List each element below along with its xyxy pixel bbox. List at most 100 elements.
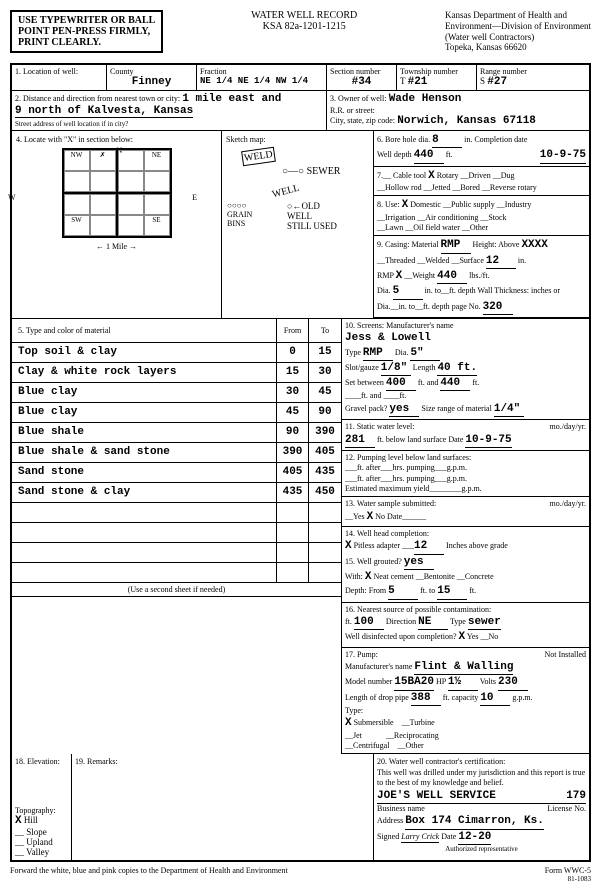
township-value: #21 bbox=[408, 76, 428, 88]
footer-left: Forward the white, blue and pink copies … bbox=[10, 866, 288, 875]
agency-l2: Environment—Division of Environment bbox=[445, 21, 591, 32]
mat-name: Blue clay bbox=[12, 383, 277, 402]
mat-from: 45 bbox=[277, 403, 309, 422]
material-row: Blue clay4590 bbox=[12, 403, 341, 423]
mat-name bbox=[12, 503, 277, 522]
material-row: Top soil & clay015 bbox=[12, 343, 341, 363]
addr-value: 9 north of Kalvesta, Kansas bbox=[15, 105, 193, 118]
mat-from: 390 bbox=[277, 443, 309, 462]
footer: Forward the white, blue and pink copies … bbox=[10, 866, 591, 875]
sketch-old: ○←OLD WELL STILL USED bbox=[287, 201, 337, 231]
county-label: County bbox=[110, 67, 193, 76]
mat-to bbox=[309, 523, 341, 542]
item-11: 11. Static water level: mo./day/yr. 281 … bbox=[342, 420, 589, 451]
sketch-sewer: ○—○ SEWER bbox=[282, 166, 340, 177]
q-sw: SW bbox=[64, 215, 90, 236]
mat-name: Top soil & clay bbox=[12, 343, 277, 362]
elev-label: 18. Elevation: bbox=[15, 757, 68, 766]
cert-signature: Larry Crick bbox=[401, 832, 439, 843]
cert-addr: Box 174 Cimarron, Ks. bbox=[405, 814, 544, 829]
item-8: 8. Use: X Domestic __Public supply __Ind… bbox=[374, 196, 589, 236]
row-location: 1. Location of well: County Finney Fract… bbox=[12, 65, 589, 91]
range-label: Range number bbox=[480, 67, 586, 76]
mat-to bbox=[309, 543, 341, 562]
agency-l3: (Water well Contractors) bbox=[445, 32, 591, 43]
mat-to: 30 bbox=[309, 363, 341, 382]
addr-label: Street address of well location if in ci… bbox=[15, 120, 128, 128]
mat-from bbox=[277, 543, 309, 562]
cert-label: 20. Water well contractor's certificatio… bbox=[377, 757, 586, 767]
item-9: 9. Casing: Material RMP Height: Above XX… bbox=[374, 236, 589, 317]
mat-to: 435 bbox=[309, 463, 341, 482]
mat-to: 390 bbox=[309, 423, 341, 442]
item-7: 7.__ Cable tool X Rotary __Driven __Dug … bbox=[374, 167, 589, 197]
mat-from: 405 bbox=[277, 463, 309, 482]
mat-header: 5. Type and color of material bbox=[12, 319, 277, 342]
title-line1: WATER WELL RECORD bbox=[251, 10, 357, 21]
main-form: 1. Location of well: County Finney Fract… bbox=[10, 63, 591, 862]
city-label: City, state, zip code: bbox=[330, 116, 395, 125]
mat-from bbox=[277, 563, 309, 582]
mat-to bbox=[309, 503, 341, 522]
mat-name: Sand stone bbox=[12, 463, 277, 482]
section-label: Section number bbox=[330, 67, 393, 76]
material-row: Sand stone & clay435450 bbox=[12, 483, 341, 503]
section-value: #34 bbox=[330, 76, 393, 88]
material-row: Blue shale & sand stone390405 bbox=[12, 443, 341, 463]
cert-biz: JOE'S WELL SERVICE bbox=[377, 790, 496, 802]
elevation-box: 18. Elevation: Topography: X Hill __ Slo… bbox=[12, 754, 72, 860]
q-nw: NW bbox=[64, 150, 90, 171]
agency-l4: Topeka, Kansas 66620 bbox=[445, 42, 591, 53]
township-t: T bbox=[400, 76, 405, 86]
agency-block: Kansas Department of Health and Environm… bbox=[445, 10, 591, 53]
remarks-label: 19. Remarks: bbox=[75, 757, 370, 766]
material-row bbox=[12, 523, 341, 543]
compass-w: W bbox=[8, 193, 16, 202]
mat-name: Blue clay bbox=[12, 403, 277, 422]
material-row: Blue shale90390 bbox=[12, 423, 341, 443]
mat-name: Sand stone & clay bbox=[12, 483, 277, 502]
rr-label: R.R. or street: bbox=[330, 106, 375, 115]
location-grid-box: 4. Locate with "X" in section below: N N… bbox=[12, 131, 222, 318]
material-row bbox=[12, 563, 341, 583]
mat-from bbox=[277, 503, 309, 522]
footer-code: 81-1083 bbox=[10, 875, 591, 883]
mat-name: Clay & white rock layers bbox=[12, 363, 277, 382]
mat-from: 0 bbox=[277, 343, 309, 362]
dist-value: 1 mile east and bbox=[182, 93, 281, 105]
material-and-right: 5. Type and color of material From To To… bbox=[12, 319, 589, 755]
mat-to bbox=[309, 563, 341, 582]
material-row bbox=[12, 543, 341, 563]
material-table: 5. Type and color of material From To To… bbox=[12, 319, 342, 755]
owner-value: Wade Henson bbox=[389, 93, 462, 105]
remarks-box: 19. Remarks: bbox=[72, 754, 374, 860]
location-grid: NW✗ NE SW SE bbox=[62, 148, 172, 238]
item-13: 13. Water sample submitted: mo./day/yr. … bbox=[342, 497, 589, 527]
township-label: Township number bbox=[400, 67, 473, 76]
mat-to: 405 bbox=[309, 443, 341, 462]
fraction-label: Fraction bbox=[200, 67, 323, 76]
material-row: Sand stone405435 bbox=[12, 463, 341, 483]
mat-from bbox=[277, 523, 309, 542]
agency-l1: Kansas Department of Health and bbox=[445, 10, 591, 21]
mile-label: 1 Mile bbox=[106, 242, 127, 251]
sketch-label: Sketch map: bbox=[226, 135, 369, 144]
item-12: 12. Pumping level below land surfaces: _… bbox=[342, 451, 589, 498]
q-se: SE bbox=[144, 215, 170, 236]
mat-to: 90 bbox=[309, 403, 341, 422]
form-title: WATER WELL RECORD KSA 82a-1201-1215 bbox=[251, 10, 357, 32]
mat-to: 15 bbox=[309, 343, 341, 362]
material-row: Clay & white rock layers1530 bbox=[12, 363, 341, 383]
cert-auth: Authorized representative bbox=[377, 845, 586, 854]
right-column-rest: 10. Screens: Manufacturer's nameJess & L… bbox=[342, 319, 589, 755]
item-6: 6. Bore hole dia. 8 in. Completion date … bbox=[374, 131, 589, 167]
sketch-well: WELL bbox=[271, 183, 301, 201]
mat-name bbox=[12, 523, 277, 542]
mat-to-header: To bbox=[309, 319, 341, 342]
sec4-label: 4. Locate with "X" in section below: bbox=[16, 135, 217, 144]
section-4-container: 4. Locate with "X" in section below: N N… bbox=[12, 131, 589, 319]
county-value: Finney bbox=[110, 76, 193, 88]
range-value: #27 bbox=[487, 76, 507, 88]
right-column-top: 6. Bore hole dia. 8 in. Completion date … bbox=[374, 131, 589, 318]
mat-from: 90 bbox=[277, 423, 309, 442]
